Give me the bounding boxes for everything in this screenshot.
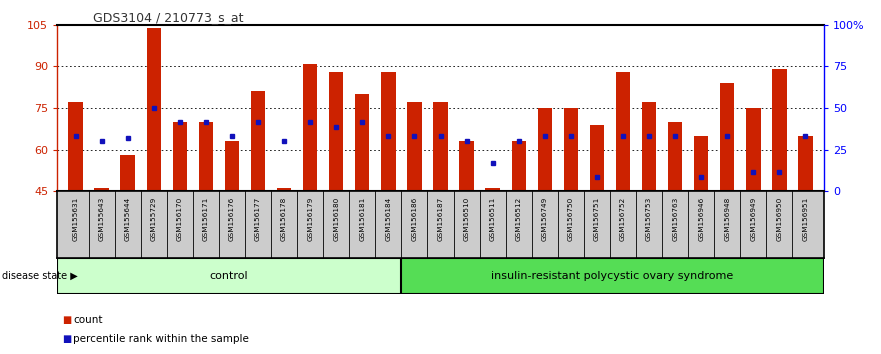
Text: GSM156187: GSM156187 [438, 196, 443, 241]
Bar [537, 108, 552, 191]
Text: GDS3104 / 210773_s_at: GDS3104 / 210773_s_at [93, 11, 243, 24]
Bar [146, 28, 161, 191]
Text: GSM156510: GSM156510 [463, 196, 470, 241]
Bar [329, 72, 344, 191]
Bar [642, 102, 656, 191]
Text: GSM155631: GSM155631 [72, 196, 78, 241]
Text: ■: ■ [62, 315, 70, 325]
Bar [401, 258, 824, 294]
Text: GSM156753: GSM156753 [646, 196, 652, 241]
Bar [94, 188, 108, 191]
Bar [720, 83, 735, 191]
Bar [199, 122, 213, 191]
Text: GSM156181: GSM156181 [359, 196, 366, 241]
Text: control: control [210, 271, 248, 281]
Bar [564, 108, 578, 191]
Text: GSM156749: GSM156749 [542, 196, 548, 241]
Bar [746, 108, 760, 191]
Text: GSM156512: GSM156512 [515, 196, 522, 241]
Text: GSM156948: GSM156948 [724, 196, 730, 241]
Text: GSM155643: GSM155643 [99, 196, 105, 241]
Bar [57, 258, 401, 294]
Text: GSM156170: GSM156170 [177, 196, 182, 241]
Bar [225, 141, 239, 191]
Bar [381, 72, 396, 191]
Text: GSM156511: GSM156511 [490, 196, 496, 241]
Text: GSM156179: GSM156179 [307, 196, 313, 241]
Bar [121, 155, 135, 191]
Bar [485, 188, 500, 191]
Text: ■: ■ [62, 334, 70, 344]
Bar [433, 102, 448, 191]
Text: GSM156184: GSM156184 [385, 196, 391, 241]
Text: GSM156171: GSM156171 [203, 196, 209, 241]
Bar [798, 136, 812, 191]
Bar [69, 102, 83, 191]
Bar [459, 141, 474, 191]
Text: GSM156180: GSM156180 [333, 196, 339, 241]
Bar [616, 72, 630, 191]
Text: GSM156186: GSM156186 [411, 196, 418, 241]
Text: GSM156178: GSM156178 [281, 196, 287, 241]
Text: percentile rank within the sample: percentile rank within the sample [73, 334, 249, 344]
Text: GSM156751: GSM156751 [594, 196, 600, 241]
Text: GSM156950: GSM156950 [776, 196, 782, 241]
Text: GSM156949: GSM156949 [751, 196, 757, 241]
Text: GSM155644: GSM155644 [124, 196, 130, 241]
Text: insulin-resistant polycystic ovary syndrome: insulin-resistant polycystic ovary syndr… [492, 271, 733, 281]
Bar [355, 94, 369, 191]
Bar [589, 125, 604, 191]
Bar [173, 122, 187, 191]
Text: count: count [73, 315, 102, 325]
Bar [773, 69, 787, 191]
Text: GSM156752: GSM156752 [620, 196, 626, 241]
Text: disease state ▶: disease state ▶ [2, 271, 78, 281]
Text: GSM156946: GSM156946 [699, 196, 704, 241]
Bar [251, 91, 265, 191]
Text: GSM155729: GSM155729 [151, 196, 157, 241]
Bar [694, 136, 708, 191]
Bar [668, 122, 682, 191]
Bar [512, 141, 526, 191]
Bar [277, 188, 292, 191]
Bar [303, 64, 317, 191]
Bar [407, 102, 422, 191]
Text: GSM156177: GSM156177 [255, 196, 261, 241]
Text: GSM156176: GSM156176 [229, 196, 235, 241]
Text: GSM156951: GSM156951 [803, 196, 809, 241]
Text: GSM156750: GSM156750 [568, 196, 574, 241]
Text: GSM156763: GSM156763 [672, 196, 678, 241]
